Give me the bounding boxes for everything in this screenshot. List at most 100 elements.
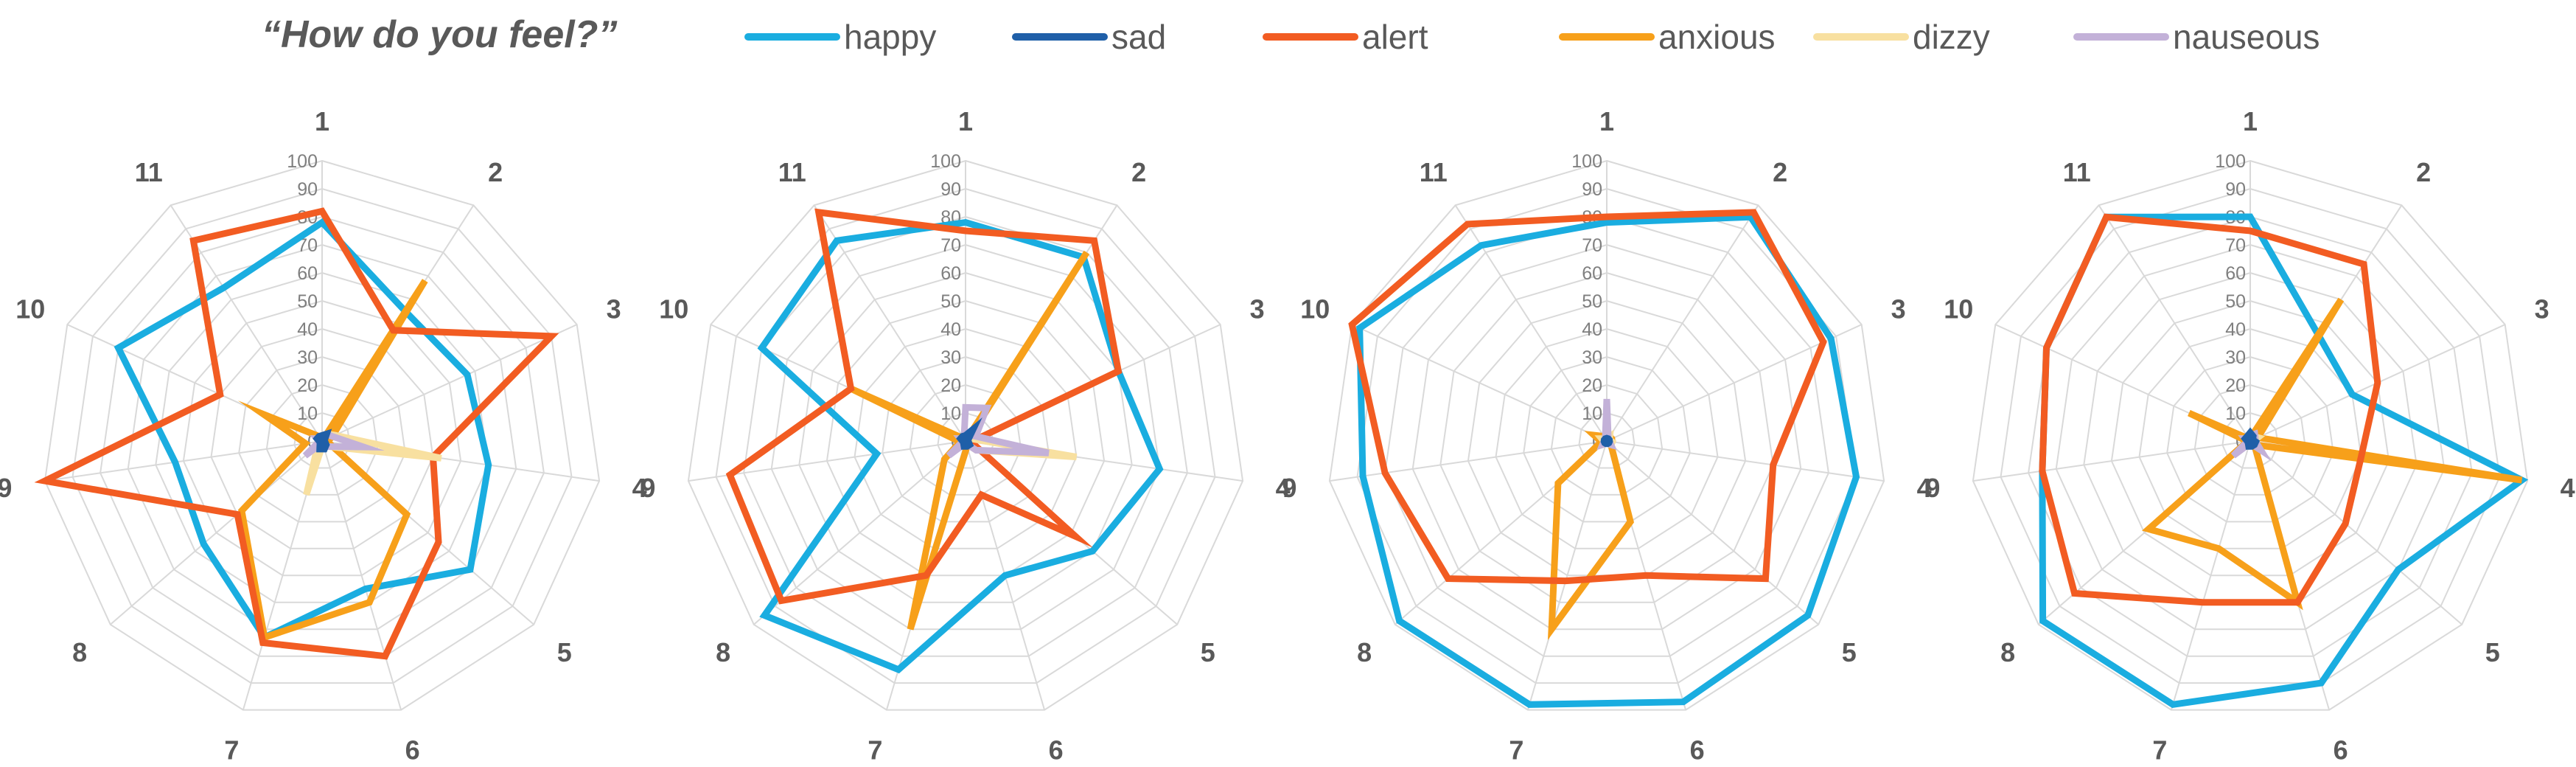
tick-label-30: 30 xyxy=(2225,347,2246,368)
series-sad xyxy=(956,417,982,450)
tick-label-10: 10 xyxy=(297,403,318,424)
spoke-9 xyxy=(1329,440,1608,482)
grid-ring-60 xyxy=(798,271,1133,603)
axis-label-8: 8 xyxy=(1357,637,1372,667)
series xyxy=(725,208,1164,674)
tick-label-60: 60 xyxy=(2225,263,2246,284)
tick-label-40: 40 xyxy=(1582,319,1602,340)
spoke-3 xyxy=(321,324,578,442)
axis-label-11: 11 xyxy=(1420,157,1448,187)
axis-label-10: 10 xyxy=(659,294,688,324)
axis-label-7: 7 xyxy=(224,735,239,765)
axis-label-10: 10 xyxy=(15,294,45,324)
axis-label-1: 1 xyxy=(958,106,973,136)
series-sad xyxy=(1600,434,1613,448)
grid-ring-70 xyxy=(2055,243,2446,631)
grid-ring-40 xyxy=(210,327,434,549)
legend-item-nauseous: nauseous xyxy=(2073,18,2320,56)
axis-label-11: 11 xyxy=(2063,157,2091,187)
legend-item-sad: sad xyxy=(1012,18,1166,56)
axis-label-10: 10 xyxy=(1944,294,1973,324)
legend-label-nauseous: nauseous xyxy=(2173,18,2320,56)
axis-labels: 1 2 3 4 5 6 7 8 9 10 11 xyxy=(640,106,1290,765)
tick-label-50: 50 xyxy=(2225,291,2246,312)
spoke-4 xyxy=(1606,440,1885,482)
axis-label-8: 8 xyxy=(716,637,730,667)
axis-label-6: 6 xyxy=(2334,735,2348,765)
grid-ring-80 xyxy=(1384,215,1829,657)
axis-label-3: 3 xyxy=(1891,294,1906,324)
grid-ring-30 xyxy=(1523,355,1691,523)
grid-ring-100 xyxy=(687,159,1244,711)
axis-label-3: 3 xyxy=(1250,294,1265,324)
legend-label-sad: sad xyxy=(1111,18,1166,56)
grid-ring-20 xyxy=(2193,384,2307,496)
axis-label-5: 5 xyxy=(557,637,572,667)
legend-item-alert: alert xyxy=(1263,18,1428,56)
legend-label-anxious: anxious xyxy=(1658,18,1776,56)
axis-label-4: 4 xyxy=(632,473,647,503)
series-sad xyxy=(313,428,332,453)
spoke-9 xyxy=(44,440,323,482)
grid-ring-80 xyxy=(2028,215,2473,657)
grid-ring-70 xyxy=(1411,243,1802,631)
tick-label-30: 30 xyxy=(1582,347,1602,368)
axis-labels: 1 2 3 4 5 6 7 8 9 10 11 xyxy=(0,106,647,765)
tick-label-90: 90 xyxy=(2225,179,2246,200)
tick-label-90: 90 xyxy=(1582,179,1602,200)
axis-label-4: 4 xyxy=(2561,473,2575,503)
tick-label-20: 20 xyxy=(2225,375,2246,396)
legend-label-happy: happy xyxy=(844,18,936,56)
tick-label-60: 60 xyxy=(297,263,318,284)
axis-label-11: 11 xyxy=(778,157,806,187)
tick-label-90: 90 xyxy=(940,179,961,200)
tick-label-40: 40 xyxy=(297,319,318,340)
legend-label-dizzy: dizzy xyxy=(1913,18,1990,56)
tick-label-20: 20 xyxy=(297,375,318,396)
axis-label-2: 2 xyxy=(2416,157,2431,187)
axis-label-9: 9 xyxy=(0,473,12,503)
grid-ring-60 xyxy=(155,271,489,603)
grid-ring-20 xyxy=(1550,384,1664,496)
grid-ring-30 xyxy=(238,355,406,523)
tick-label-100: 100 xyxy=(2215,151,2246,172)
grid-ring-100 xyxy=(1972,159,2529,711)
series-anxious xyxy=(2142,297,2523,611)
spoke-2 xyxy=(1606,204,1759,442)
axis-label-5: 5 xyxy=(1842,637,1857,667)
axis-label-6: 6 xyxy=(1049,735,1064,765)
axis-label-7: 7 xyxy=(2152,735,2167,765)
axis-label-2: 2 xyxy=(488,157,503,187)
axis-label-1: 1 xyxy=(1599,106,1614,136)
grid-ring-20 xyxy=(909,384,1022,496)
tick-label-60: 60 xyxy=(1582,263,1602,284)
grid-ring-40 xyxy=(854,327,1078,549)
series-anxious xyxy=(1547,431,1634,640)
axis-label-8: 8 xyxy=(72,637,87,667)
axis-label-4: 4 xyxy=(1276,473,1291,503)
spoke-11 xyxy=(2098,204,2251,442)
radar-charts: 0102030405060708090100123456789101101020… xyxy=(0,106,2575,765)
axis-label-6: 6 xyxy=(1690,735,1705,765)
series-happy xyxy=(1356,213,1860,708)
tick-label-100: 100 xyxy=(930,151,961,172)
axis-label-5: 5 xyxy=(2485,637,2500,667)
spoke-8 xyxy=(110,440,323,625)
series-alert xyxy=(34,207,559,660)
series-alert xyxy=(725,208,1123,605)
tick-label-70: 70 xyxy=(940,235,961,256)
tick-label-40: 40 xyxy=(940,319,961,340)
axis-label-9: 9 xyxy=(640,473,655,503)
grid-ring-90 xyxy=(715,187,1216,684)
axis-label-3: 3 xyxy=(2535,294,2549,324)
axis-label-1: 1 xyxy=(2243,106,2258,136)
tick-label-10: 10 xyxy=(940,403,961,424)
axis-label-2: 2 xyxy=(1773,157,1787,187)
